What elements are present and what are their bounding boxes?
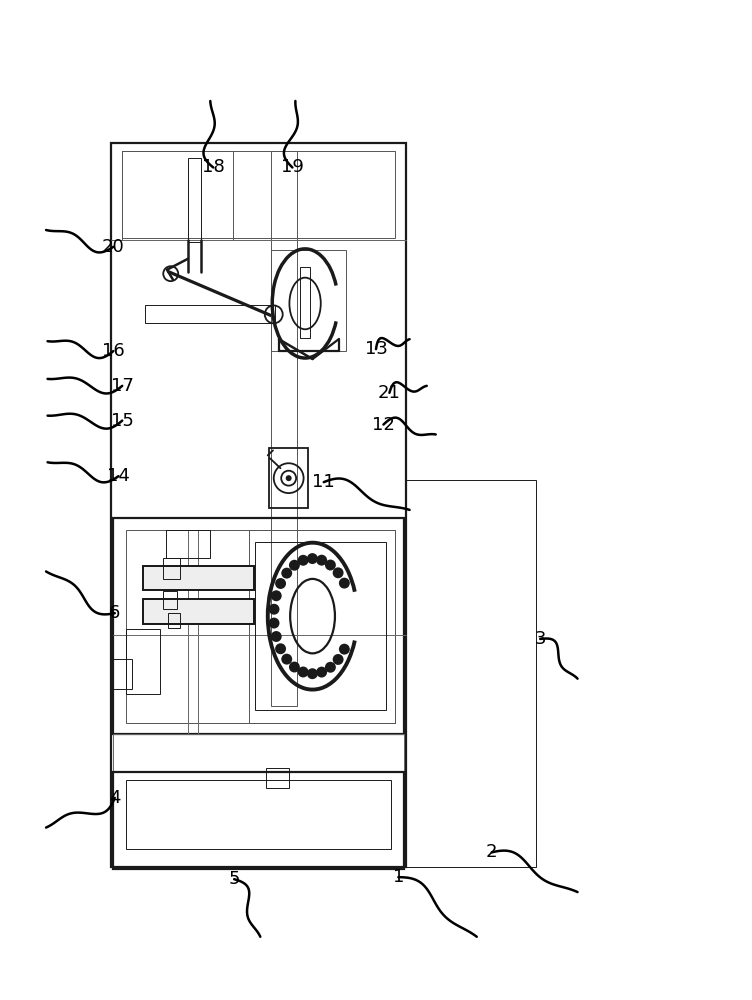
Bar bbox=[114, 734, 405, 772]
Bar bbox=[123, 151, 395, 238]
Circle shape bbox=[275, 578, 286, 589]
Text: 18: 18 bbox=[202, 158, 225, 176]
Text: 17: 17 bbox=[111, 377, 134, 395]
Bar bbox=[255, 542, 386, 710]
Bar bbox=[163, 591, 177, 609]
Bar bbox=[300, 267, 310, 338]
Text: 4: 4 bbox=[109, 789, 120, 807]
Circle shape bbox=[268, 604, 280, 615]
Bar bbox=[265, 768, 290, 788]
Circle shape bbox=[298, 555, 308, 566]
Bar bbox=[268, 448, 308, 508]
Bar bbox=[143, 599, 253, 624]
Text: 12: 12 bbox=[372, 416, 395, 434]
Bar bbox=[126, 780, 391, 849]
Bar bbox=[271, 250, 346, 351]
Circle shape bbox=[325, 662, 336, 673]
Circle shape bbox=[332, 567, 344, 578]
Bar bbox=[114, 772, 405, 869]
Circle shape bbox=[339, 644, 350, 655]
Circle shape bbox=[289, 560, 300, 571]
Bar bbox=[143, 566, 253, 590]
Circle shape bbox=[289, 662, 300, 672]
Text: 2: 2 bbox=[486, 843, 498, 861]
Circle shape bbox=[268, 618, 280, 629]
Bar bbox=[406, 480, 536, 867]
Text: 6: 6 bbox=[109, 604, 120, 622]
Circle shape bbox=[275, 643, 286, 654]
Text: 20: 20 bbox=[102, 238, 125, 256]
Bar bbox=[126, 530, 395, 723]
Text: 11: 11 bbox=[312, 473, 335, 491]
Circle shape bbox=[307, 668, 318, 679]
Circle shape bbox=[325, 560, 336, 570]
Bar bbox=[126, 629, 159, 694]
Text: 19: 19 bbox=[281, 158, 304, 176]
Bar bbox=[188, 158, 202, 242]
Text: 5: 5 bbox=[229, 870, 240, 888]
Circle shape bbox=[271, 631, 282, 642]
Circle shape bbox=[286, 475, 292, 481]
Circle shape bbox=[281, 654, 293, 665]
Text: 21: 21 bbox=[378, 384, 401, 402]
Circle shape bbox=[307, 553, 318, 564]
Bar bbox=[163, 558, 180, 579]
Bar bbox=[249, 530, 395, 723]
Circle shape bbox=[298, 667, 308, 677]
Circle shape bbox=[271, 590, 282, 601]
Text: 16: 16 bbox=[102, 342, 125, 360]
Bar bbox=[165, 530, 211, 558]
Circle shape bbox=[316, 555, 327, 566]
Circle shape bbox=[316, 667, 327, 678]
Circle shape bbox=[339, 578, 350, 589]
Bar bbox=[168, 613, 180, 628]
Bar bbox=[144, 305, 275, 323]
Text: 3: 3 bbox=[535, 630, 546, 648]
Bar bbox=[123, 151, 232, 240]
Text: 1: 1 bbox=[393, 868, 404, 886]
Circle shape bbox=[281, 568, 293, 579]
Bar bbox=[114, 518, 405, 734]
Text: 15: 15 bbox=[111, 412, 134, 430]
Circle shape bbox=[332, 654, 344, 665]
Text: 14: 14 bbox=[107, 467, 130, 485]
Bar bbox=[114, 659, 132, 689]
Bar bbox=[143, 566, 253, 590]
Bar bbox=[271, 151, 297, 706]
Bar bbox=[143, 599, 253, 624]
Bar bbox=[111, 143, 406, 867]
Text: 13: 13 bbox=[365, 340, 387, 358]
